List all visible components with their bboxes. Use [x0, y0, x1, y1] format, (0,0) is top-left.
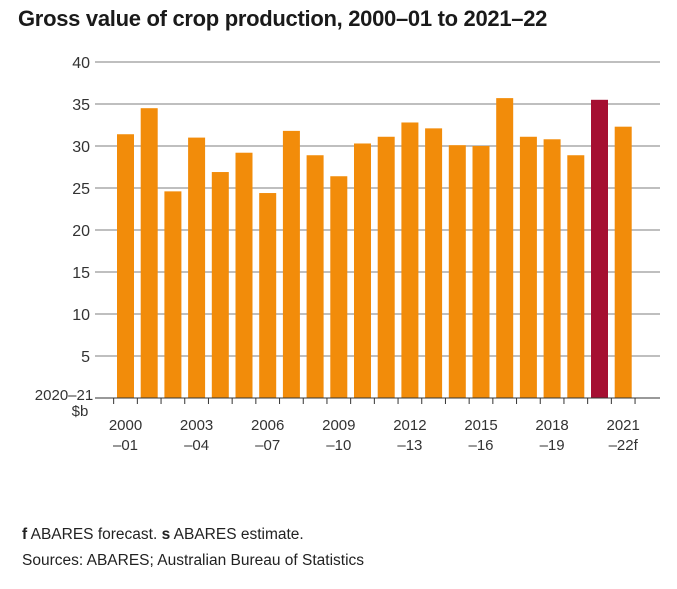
bar-2018–19	[543, 139, 561, 398]
y-tick-label-35: 35	[72, 97, 90, 114]
bar-2006–07	[259, 193, 277, 398]
bar-2005–06	[235, 152, 253, 398]
bar-2003–04	[188, 137, 206, 398]
x-tick-label-suffix: –22f	[609, 437, 639, 454]
bar-2004–05	[211, 172, 229, 398]
bar-2017–18	[519, 136, 537, 398]
bar-2002–03	[164, 191, 182, 398]
y-tick-label-30: 30	[72, 139, 90, 156]
bar-2011–12	[377, 136, 395, 398]
x-tick-label-year: 2003	[180, 417, 213, 434]
x-tick-label-year: 2021	[607, 417, 640, 434]
y-tick-label-20: 20	[72, 223, 90, 240]
footnote-key-f: f	[22, 526, 28, 543]
bar-2009–10	[330, 176, 348, 398]
x-tick-label-suffix: –07	[255, 437, 280, 454]
chart-title: Gross value of crop production, 2000–01 …	[18, 6, 548, 31]
bar-2010–11	[354, 143, 371, 398]
y-tick-label-15: 15	[72, 265, 90, 282]
footnote-text-f: ABARES forecast.	[27, 526, 162, 543]
x-tick-label-year: 2018	[535, 417, 568, 434]
bar-2001–02	[140, 108, 158, 398]
bars	[117, 98, 632, 399]
x-tick-label-suffix: –01	[113, 437, 138, 454]
sources-line: Sources: ABARES; Australian Bureau of St…	[22, 552, 365, 569]
bar-2014–15	[448, 145, 466, 398]
bar-2000–01	[117, 134, 134, 399]
y-tick-label-10: 10	[72, 307, 90, 324]
x-axis: 2000 –01 2003 –04 2006 –07 2009 –10 2012 –13 2015 –…	[95, 397, 660, 454]
chart-notes: f ABARES forecast. s ABARES estimate. So…	[22, 522, 364, 574]
x-tick-label-suffix: –13	[397, 437, 422, 454]
bar-2020–21	[591, 99, 608, 399]
x-tick-label-year: 2012	[393, 417, 426, 434]
x-tick-label-suffix: –19	[540, 437, 565, 454]
x-tick-label-year: 2009	[322, 417, 355, 434]
x-tick-label-year: 2015	[464, 417, 497, 434]
x-tick-label-year: 2000	[109, 417, 142, 434]
y-axis-unit-line2: $b	[72, 403, 89, 420]
footnote-text-s: ABARES estimate.	[170, 526, 304, 543]
x-tick-label-suffix: –04	[184, 437, 209, 454]
bar-2007–08	[282, 130, 300, 398]
bar-2012–13	[401, 122, 419, 398]
y-axis-unit-line1: 2020–21	[35, 387, 93, 404]
x-tick-label-suffix: –10	[326, 437, 351, 454]
bar-2008–09	[306, 155, 324, 398]
bar-2019–20	[567, 155, 585, 398]
bar-2013–14	[425, 128, 443, 399]
footnote-line: f ABARES forecast. s ABARES estimate.	[22, 522, 364, 548]
bar-2016–17	[496, 98, 514, 399]
x-tick-label-year: 2006	[251, 417, 284, 434]
y-tick-label-5: 5	[81, 349, 90, 366]
bar-2015–16	[472, 146, 490, 398]
bar-2021–22	[614, 126, 632, 399]
y-tick-label-40: 40	[72, 55, 90, 72]
footnote-key-s: s	[161, 526, 171, 543]
y-axis: 5 10 15 20 25 30 35 40	[72, 55, 90, 366]
x-tick-label-suffix: –16	[468, 437, 493, 454]
y-tick-label-25: 25	[72, 181, 90, 198]
